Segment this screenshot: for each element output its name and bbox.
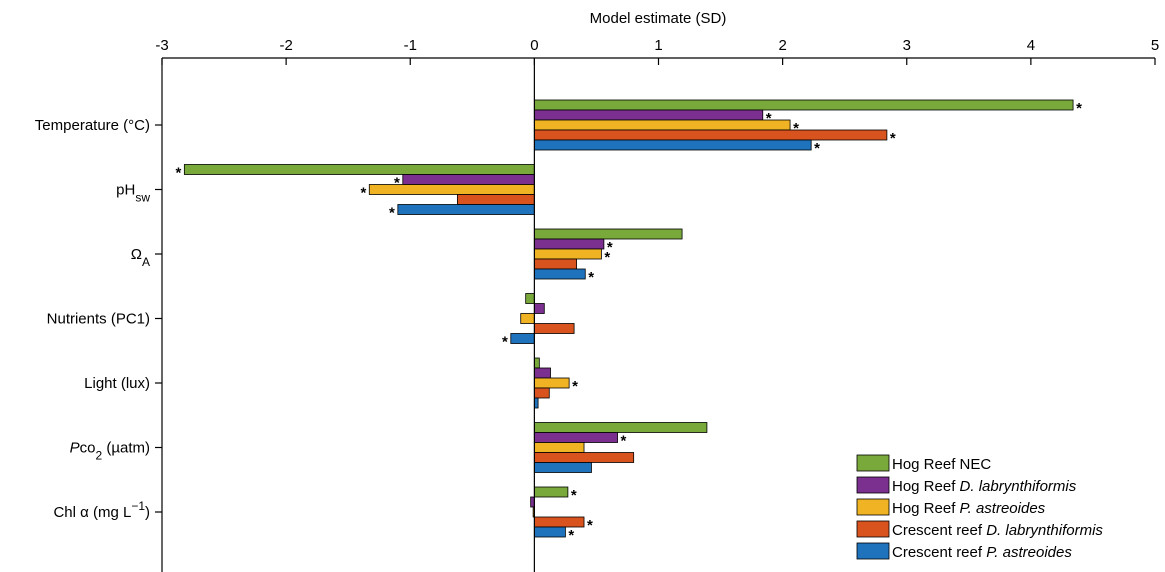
- bar: [533, 129, 888, 141]
- x-tick-label: -1: [404, 37, 417, 54]
- y-tick-label: Nutrients (PC1): [47, 311, 150, 328]
- bar: [533, 387, 550, 399]
- bar: [533, 422, 708, 433]
- label-part: sw: [135, 191, 150, 205]
- bar: [183, 164, 535, 175]
- label-part: pH: [116, 182, 135, 199]
- significance-marker: *: [175, 165, 181, 182]
- bar: [533, 268, 586, 280]
- y-tick-label: Temperature (°C): [35, 117, 150, 134]
- bar: [402, 174, 535, 185]
- x-tick-label: 0: [530, 37, 538, 54]
- label-part: −1: [131, 499, 145, 513]
- bar: [533, 258, 577, 270]
- significance-marker: *: [1076, 100, 1082, 117]
- bar: [520, 313, 535, 324]
- significance-marker: *: [568, 527, 574, 544]
- significance-marker: *: [572, 378, 578, 395]
- significance-marker: *: [607, 239, 613, 256]
- label-part: Nutrients (PC1): [47, 311, 150, 328]
- bar: [457, 194, 535, 205]
- y-tick-label: Light (lux): [84, 375, 150, 392]
- label-part: Temperature (°C): [35, 117, 150, 134]
- bar: [510, 333, 535, 344]
- legend-swatch: [856, 498, 890, 516]
- x-tick-label: 1: [654, 37, 662, 54]
- significance-marker: *: [604, 249, 610, 266]
- legend-label: Crescent reef P. astreoides: [892, 544, 1072, 561]
- significance-marker: *: [588, 269, 594, 286]
- significance-marker: *: [360, 185, 366, 202]
- significance-marker: *: [587, 517, 593, 534]
- x-tick-label: -2: [279, 37, 292, 54]
- label-part: ): [145, 504, 150, 521]
- legend-label: Hog Reef D. labrynthiformis: [892, 478, 1077, 495]
- y-tick-label: pHsw: [116, 182, 150, 205]
- bar: [533, 526, 566, 538]
- bar: [533, 248, 602, 260]
- bar: [533, 357, 540, 369]
- label-part: 2: [96, 449, 103, 463]
- label-part: A: [142, 255, 150, 269]
- label-part: co: [80, 440, 96, 457]
- label-part: Chl α (mg L: [53, 504, 131, 521]
- significance-marker: *: [890, 130, 896, 147]
- bar: [533, 377, 570, 389]
- bar: [533, 367, 551, 379]
- x-tick-label: 2: [778, 37, 786, 54]
- bar: [533, 462, 592, 473]
- bar: [533, 238, 605, 250]
- bar: [533, 228, 683, 240]
- legend-label: Crescent reef D. labrynthiformis: [892, 522, 1103, 539]
- significance-marker: *: [394, 175, 400, 192]
- label-part: (µatm): [102, 440, 150, 457]
- significance-marker: *: [571, 487, 577, 504]
- bar: [525, 293, 535, 304]
- y-tick-label: ΩA: [131, 246, 150, 269]
- legend-swatch: [856, 454, 890, 472]
- bar: [533, 486, 569, 498]
- bar: [533, 139, 812, 151]
- bar: [397, 204, 535, 215]
- legend-swatch: [856, 476, 890, 494]
- bar: [533, 323, 575, 334]
- significance-marker: *: [766, 110, 772, 127]
- legend-swatch: [856, 542, 890, 560]
- significance-marker: *: [389, 205, 395, 222]
- x-tick-label: 5: [1151, 37, 1159, 54]
- y-tick-label: Pco2 (µatm): [70, 440, 150, 463]
- label-part: P: [70, 440, 80, 457]
- chart-title: Model estimate (SD): [590, 10, 727, 27]
- bar: [533, 109, 764, 121]
- x-tick-label: 3: [903, 37, 911, 54]
- label-part: Ω: [131, 246, 142, 263]
- significance-marker: *: [502, 334, 508, 351]
- bar: [533, 119, 791, 131]
- bar: [368, 184, 535, 195]
- x-tick-label: 4: [1027, 37, 1035, 54]
- bar: [533, 516, 585, 528]
- y-tick-label: Chl α (mg L−1): [53, 499, 150, 521]
- legend-swatch: [856, 520, 890, 538]
- bar: [533, 442, 585, 453]
- bar: [533, 432, 618, 443]
- bar: [533, 452, 635, 463]
- significance-marker: *: [793, 120, 799, 137]
- bar: [533, 99, 1074, 111]
- label-part: Light (lux): [84, 375, 150, 392]
- x-tick-label: -3: [155, 37, 168, 54]
- bar: [533, 303, 545, 314]
- legend-label: Hog Reef NEC: [892, 456, 991, 473]
- legend-label: Hog Reef P. astreoides: [892, 500, 1046, 517]
- significance-marker: *: [814, 140, 820, 157]
- significance-marker: *: [621, 433, 627, 450]
